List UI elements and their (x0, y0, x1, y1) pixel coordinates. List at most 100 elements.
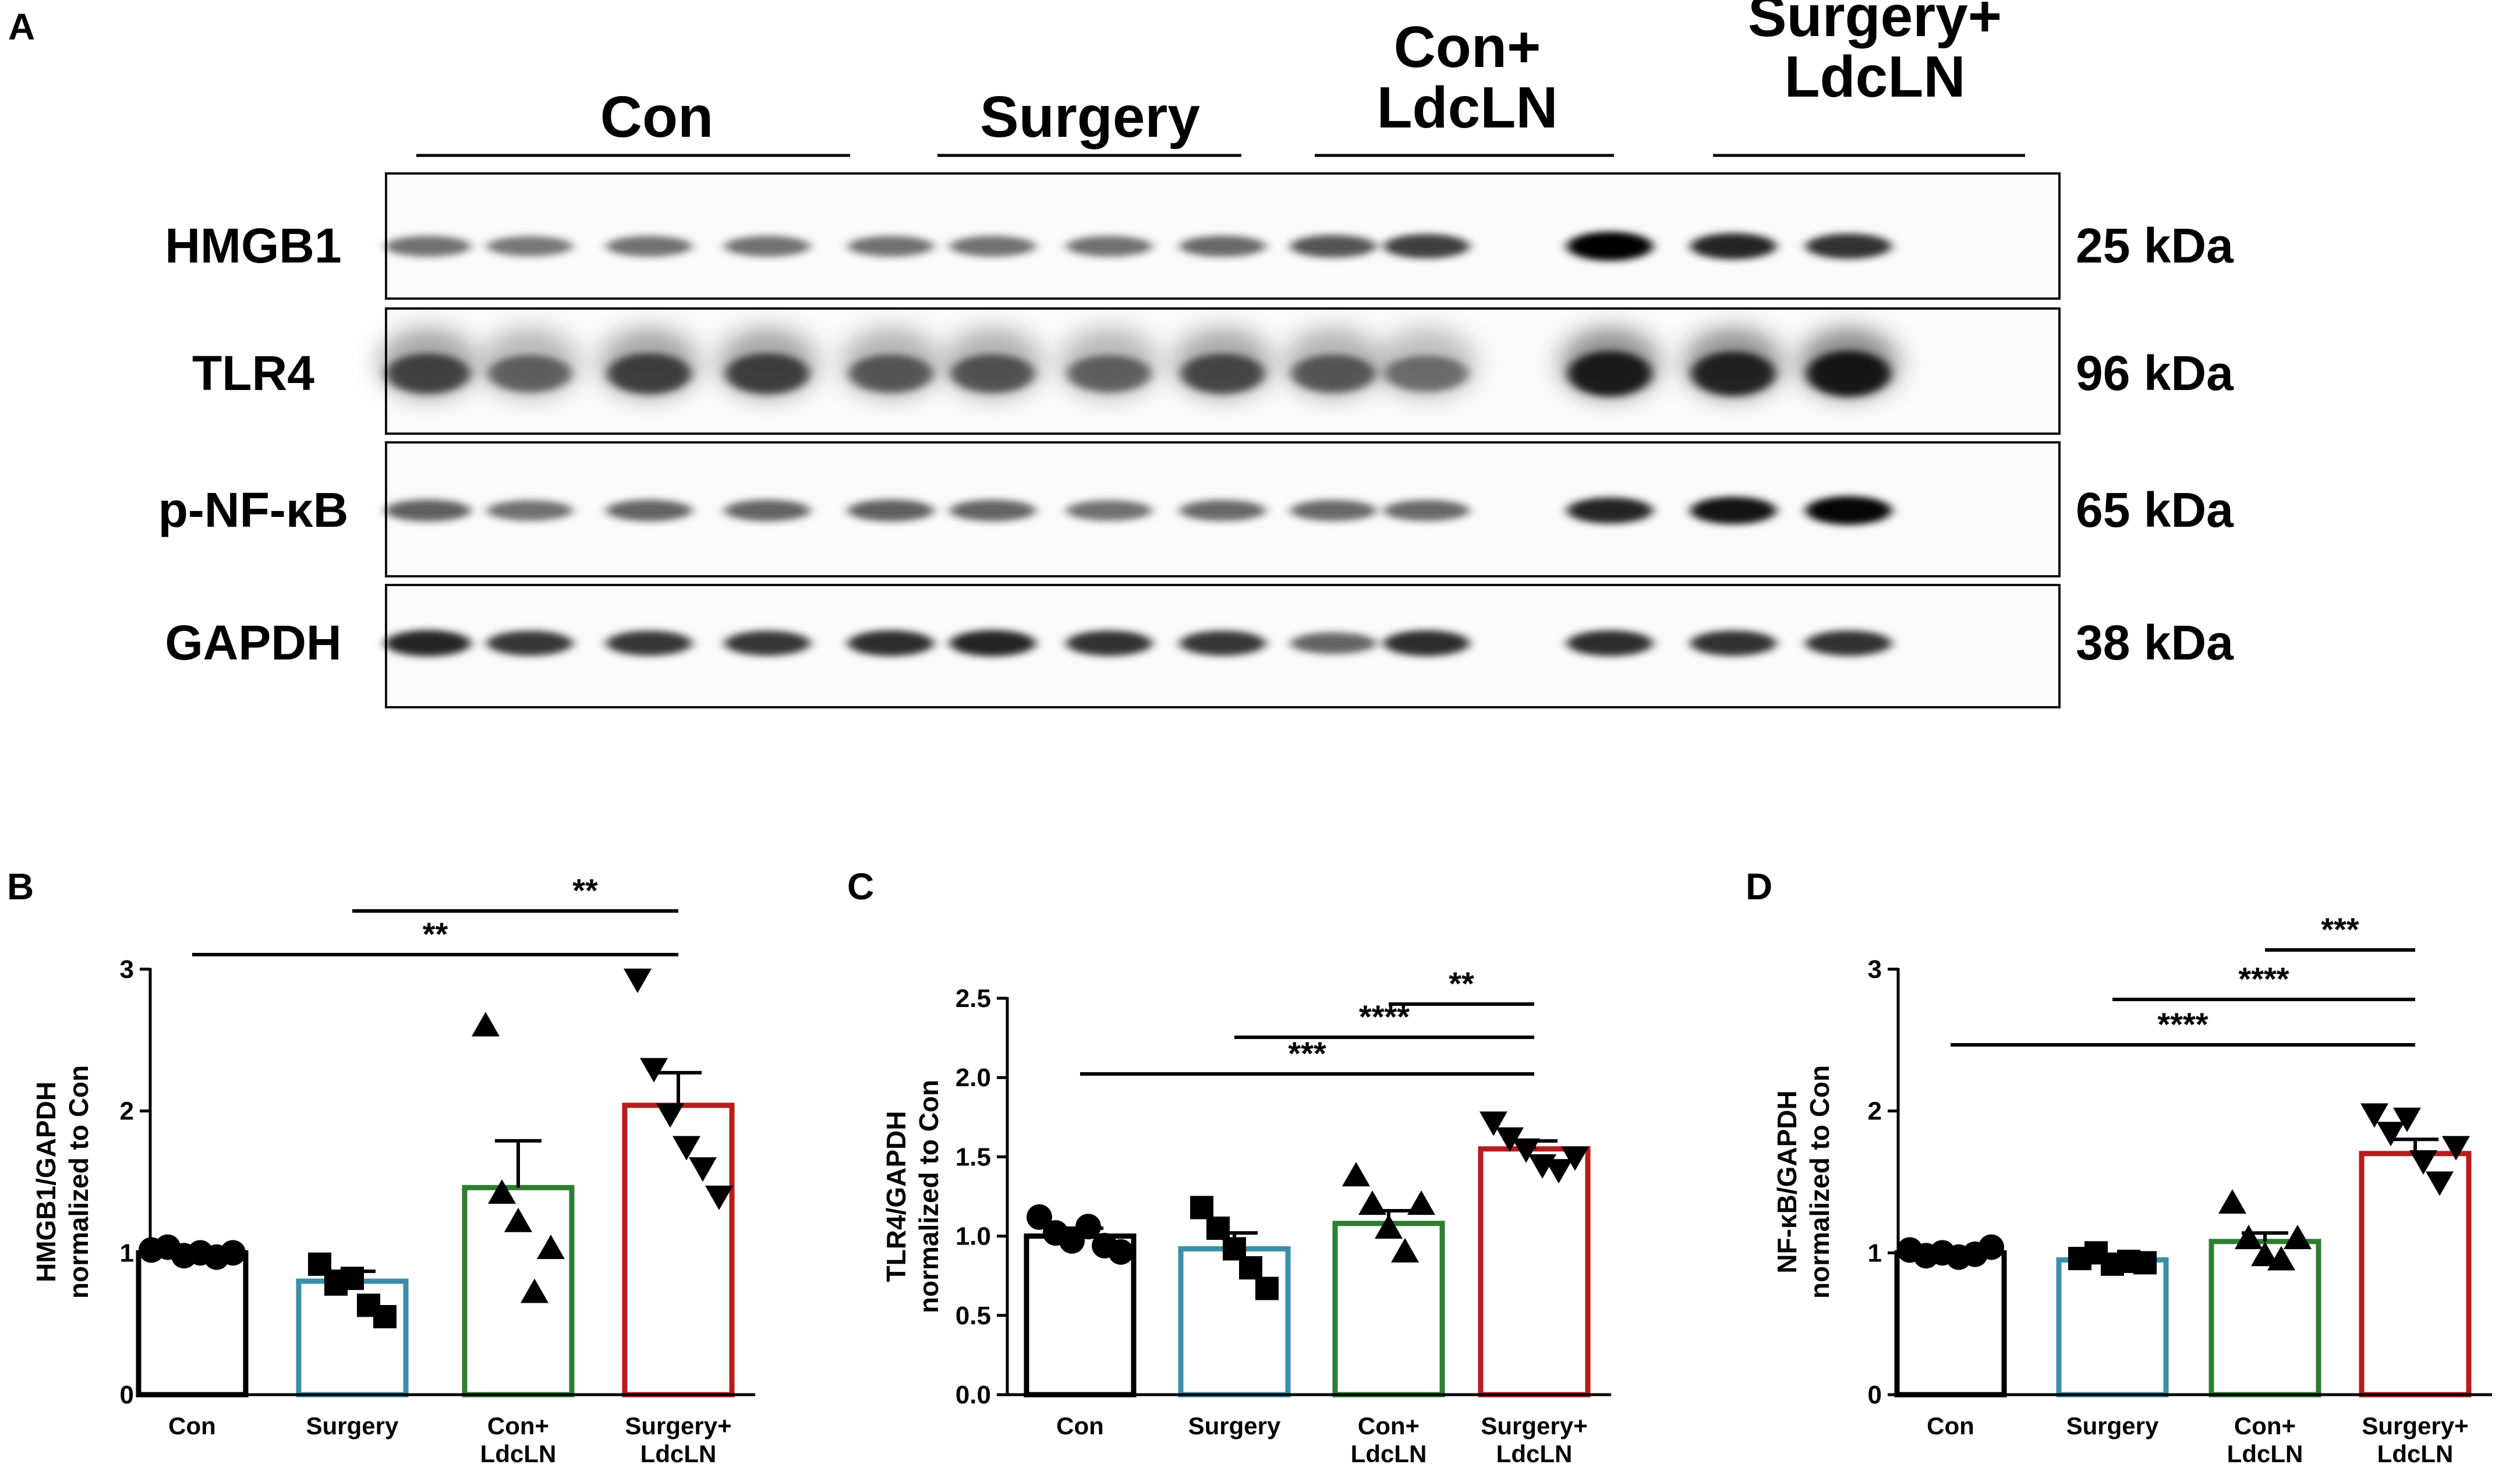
data-point (673, 1136, 700, 1161)
data-point (2133, 1251, 2157, 1275)
blot-group-headers: Con Surgery Con+ LdcLN Surgery+ LdcLN (416, 0, 2025, 157)
data-point (472, 1012, 500, 1037)
data-point (1391, 1238, 1419, 1263)
blot-row: HMGB1 25 kDa (165, 172, 2234, 300)
data-point (1206, 1216, 1230, 1240)
data-point (537, 1235, 565, 1260)
blot-band (1180, 499, 1266, 522)
blot-band (385, 499, 471, 522)
significance-stars: *** (1288, 1035, 1326, 1072)
data-point (2377, 1122, 2405, 1147)
protein-label: GAPDH (165, 615, 341, 670)
bar-charts: B 0 1 2 3 HMGB1/GAPDHnormalized to Con Con Surg… (7, 866, 2492, 1467)
blot-band (1290, 632, 1376, 654)
y-tick-label: 0.0 (955, 1381, 991, 1409)
blot-band (1060, 327, 1158, 399)
chart-panel-d: D 0 1 2 3 NF-κB/GAPDHnormalized to Con Con Surg… (1746, 866, 2492, 1467)
blot-band (606, 499, 692, 522)
significance-stars: **** (1359, 998, 1410, 1035)
data-point (656, 1103, 684, 1128)
y-axis-label: HMGB1/GAPDHnormalized to Con (31, 1065, 94, 1299)
blot-band (1066, 500, 1152, 521)
bar (1894, 1250, 2007, 1398)
data-point (1545, 1159, 1573, 1184)
protein-label: TLR4 (192, 346, 314, 400)
blot-band (1180, 630, 1266, 656)
blot-band (1690, 233, 1776, 260)
data-point (1027, 1204, 1052, 1230)
data-point (373, 1304, 397, 1328)
panel-a: A Con Surgery Con+ LdcLN Surgery+ LdcLN HMGB1… (8, 0, 2234, 708)
x-tick-label: Surgery (1188, 1412, 1281, 1439)
data-point (624, 969, 652, 994)
blot-band (1806, 630, 1892, 656)
y-tick-label: 1.0 (955, 1222, 991, 1251)
y-tick-label: 2.0 (955, 1063, 991, 1092)
blot-band (1800, 327, 1898, 399)
protein-label: p-NF-κB (158, 483, 349, 537)
bar (1332, 1221, 1445, 1398)
blot-band (848, 630, 934, 657)
data-point (2251, 1242, 2279, 1267)
y-tick-label: 3 (1868, 955, 1882, 984)
data-point (1407, 1190, 1435, 1215)
panel-a-label: A (8, 6, 35, 48)
y-axis-label: NF-κB/GAPDHnormalized to Con (1772, 1065, 1835, 1299)
data-point (521, 1278, 548, 1303)
data-point (488, 1179, 516, 1204)
x-tick-label: Con (1056, 1412, 1104, 1439)
y-tick-label: 2.5 (955, 984, 991, 1013)
y-axis-label: TLR4/GAPDHnormalized to Con (881, 1080, 944, 1313)
blot-band (481, 327, 579, 399)
blot-band (487, 500, 573, 521)
blot-band (950, 499, 1036, 522)
x-tick-label: Surgery+ LdcLN (625, 1412, 731, 1467)
significance-stars: ** (1449, 965, 1474, 1002)
data-point (1496, 1127, 1524, 1152)
x-tick-label: Con (1927, 1412, 1974, 1439)
blot-band (1567, 630, 1653, 657)
blot-band (1806, 233, 1892, 259)
data-point (2284, 1224, 2312, 1249)
data-point (1979, 1234, 2004, 1260)
y-tick-label: 0 (1868, 1381, 1882, 1409)
data-point (640, 1058, 668, 1083)
y-tick-label: 0.5 (955, 1302, 991, 1330)
blot-band (950, 630, 1036, 657)
bar (2359, 1151, 2472, 1398)
panel-label: D (1746, 866, 1772, 907)
x-tick-label: Surgery (2066, 1412, 2159, 1439)
panel-label: C (847, 866, 874, 907)
significance-stars: **** (2157, 1006, 2208, 1043)
x-tick-label: Con+ LdcLN (1351, 1412, 1427, 1467)
data-point (1561, 1146, 1589, 1171)
data-point (1190, 1196, 1213, 1219)
y-tick-label: 1 (1868, 1239, 1882, 1267)
y-tick-label: 1.5 (955, 1143, 991, 1171)
data-point (1108, 1239, 1134, 1265)
data-point (689, 1157, 717, 1182)
y-tick-label: 2 (120, 1097, 134, 1126)
blot-band (1284, 327, 1382, 399)
blot-band (950, 236, 1036, 257)
blot-band (724, 499, 810, 522)
data-point (2235, 1224, 2263, 1249)
y-tick-label: 0 (120, 1381, 134, 1409)
data-point (1480, 1111, 1507, 1136)
blot-band (944, 327, 1042, 399)
size-label: 96 kDa (2076, 346, 2234, 400)
data-point (2360, 1103, 2388, 1128)
data-point (308, 1252, 331, 1276)
blot-band (724, 236, 810, 257)
blot-band (719, 327, 816, 399)
bar (296, 1278, 409, 1398)
data-point (2393, 1107, 2421, 1132)
data-point (1375, 1214, 1403, 1239)
group-header: Surgery (980, 84, 1200, 150)
x-tick-label: Surgery (306, 1412, 399, 1439)
blot-row: p-NF-κB 65 kDa (158, 441, 2234, 577)
chart-panel-c: C 0.0 0.5 1.0 1.5 2.0 2.5 TLR4/GAPDHnormalized … (847, 866, 1611, 1467)
group-header: Con+ LdcLN (1376, 15, 1558, 140)
y-tick-label: 3 (120, 955, 134, 984)
